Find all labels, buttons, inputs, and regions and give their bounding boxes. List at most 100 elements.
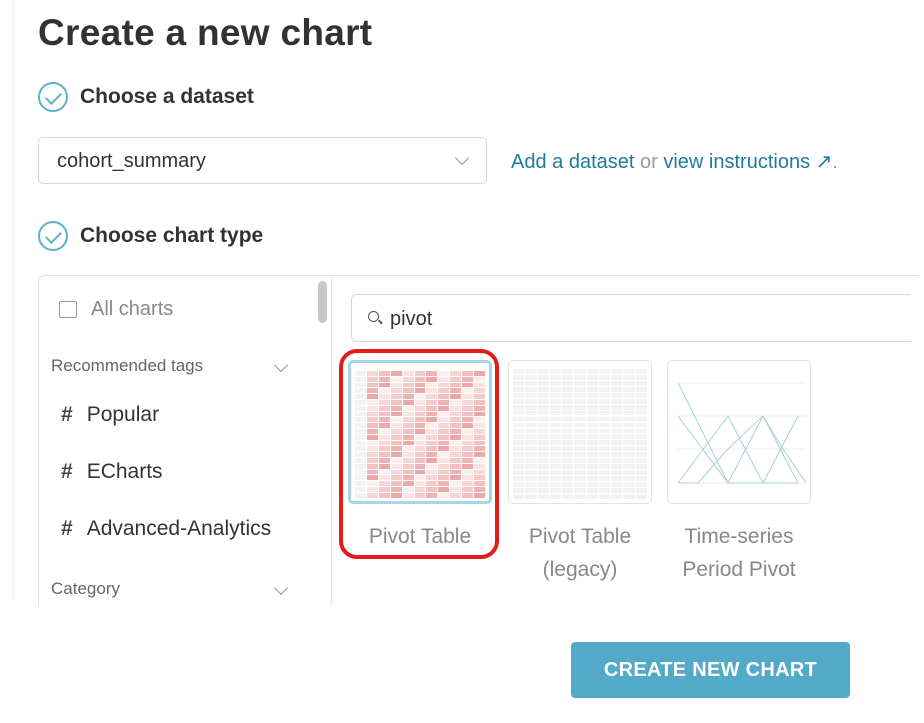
sidebar-item-all-charts[interactable]: All charts [59, 298, 173, 321]
thumbnail-cell [402, 428, 414, 434]
thumbnail-cell [355, 492, 366, 498]
thumbnail-cell [537, 392, 549, 398]
thumbnail-cell [635, 482, 647, 487]
thumbnail-cell [598, 422, 611, 428]
thumbnail-cell [586, 404, 598, 410]
thumbnail-cell [635, 464, 647, 470]
thumbnail-cell [414, 469, 426, 475]
thumbnail-cell [537, 398, 549, 404]
thumbnail-cell [450, 440, 462, 446]
thumbnail-cell [474, 457, 485, 463]
thumbnail-cell [623, 392, 635, 398]
thumbnail-cell [438, 481, 450, 486]
thumbnail-cell [574, 434, 586, 440]
step-label: Choose a dataset [80, 85, 254, 108]
tag-label: Popular [86, 403, 160, 426]
thumbnail-cell [474, 486, 485, 492]
thumbnail-cell [623, 476, 635, 481]
thumbnail-cell [513, 458, 525, 464]
sidebar-item-echarts[interactable]: # ECharts [61, 460, 163, 484]
thumbnail-cell [355, 446, 366, 452]
thumbnail-cell [402, 388, 414, 394]
recommended-tags-header[interactable]: Recommended tags [51, 356, 203, 376]
thumbnail-cell [474, 417, 485, 423]
thumbnail-cell [562, 482, 574, 487]
all-charts-label: All charts [91, 298, 174, 320]
table-icon [59, 301, 77, 318]
thumbnail-cell [562, 386, 574, 392]
dataset-select[interactable]: cohort_summary [38, 137, 487, 184]
thumbnail-cell [450, 417, 462, 423]
thumbnail-cell [574, 369, 586, 374]
thumbnail-cell [549, 458, 562, 464]
thumbnail-cell [402, 411, 414, 417]
thumbnail-cell [378, 492, 390, 498]
thumbnail-cell [574, 416, 586, 422]
thumbnail-cell [525, 392, 537, 398]
thumbnail-cell [390, 382, 402, 388]
thumbnail-cell [462, 469, 474, 475]
thumbnail-cell [513, 369, 525, 374]
thumbnail-cell [635, 398, 647, 404]
thumbnail-cell [525, 470, 537, 475]
thumbnail-cell [598, 476, 611, 481]
thumbnail-cell [549, 482, 562, 487]
thumbnail-cell [537, 446, 549, 452]
thumbnail-cell [562, 398, 574, 404]
thumbnail-cell [438, 475, 450, 481]
thumbnail-cell [426, 457, 438, 463]
thumbnail-cell [598, 464, 611, 470]
thumbnail-cell [549, 422, 562, 428]
thumbnail-cell [402, 376, 414, 382]
sidebar-item-advanced-analytics[interactable]: # Advanced-Analytics [61, 517, 271, 541]
add-dataset-link[interactable]: Add a dataset [511, 151, 635, 173]
thumbnail-cell [598, 410, 611, 416]
thumbnail-cell [355, 399, 366, 405]
thumbnail-cell [598, 380, 611, 386]
thumbnail-cell [623, 416, 635, 422]
thumbnail-cell [474, 423, 485, 428]
thumbnail-cell [537, 422, 549, 428]
thumbnail-cell [414, 405, 426, 411]
sidebar-scrollbar[interactable] [318, 281, 327, 323]
thumbnail-cell [438, 376, 450, 382]
thumbnail-cell [623, 369, 635, 374]
thumbnail-cell [611, 470, 623, 475]
thumbnail-cell [390, 399, 402, 405]
page-title: Create a new chart [38, 12, 373, 53]
create-new-chart-button[interactable]: CREATE NEW CHART [571, 642, 850, 698]
view-instructions-link[interactable]: view instructions ↗ [663, 151, 832, 173]
thumbnail-cell [450, 428, 462, 434]
chart-card-pivot-table[interactable] [348, 360, 492, 504]
thumbnail-cell [414, 440, 426, 446]
thumbnail-cell [562, 416, 574, 422]
thumbnail-cell [513, 398, 525, 404]
chart-card-time-series-period-pivot[interactable] [667, 360, 811, 504]
thumbnail-cell [513, 410, 525, 416]
chart-search-input[interactable]: pivot [351, 294, 911, 342]
thumbnail-cell [462, 388, 474, 394]
thumbnail-cell [586, 386, 598, 392]
thumbnail-cell [574, 494, 586, 499]
thumbnail-cell [611, 392, 623, 398]
thumbnail-cell [513, 482, 525, 487]
chart-card-pivot-table-legacy[interactable] [508, 360, 652, 504]
thumbnail-cell [598, 369, 611, 374]
thumbnail-cell [525, 404, 537, 410]
thumbnail-cell [414, 481, 426, 486]
thumbnail-cell [537, 374, 549, 380]
thumbnail-cell [513, 452, 525, 458]
thumbnail-cell [586, 380, 598, 386]
thumbnail-cell [366, 411, 378, 417]
tag-label: ECharts [86, 460, 163, 483]
thumbnail-cell [462, 446, 474, 452]
thumbnail-cell [513, 476, 525, 481]
category-header[interactable]: Category [51, 579, 120, 599]
thumbnail-cell [438, 469, 450, 475]
thumbnail-cell [355, 394, 366, 399]
thumbnail-cell [586, 458, 598, 464]
thumbnail-cell [574, 380, 586, 386]
sidebar-item-popular[interactable]: # Popular [61, 403, 159, 427]
thumbnail-cell [598, 404, 611, 410]
thumbnail-cell [635, 428, 647, 434]
